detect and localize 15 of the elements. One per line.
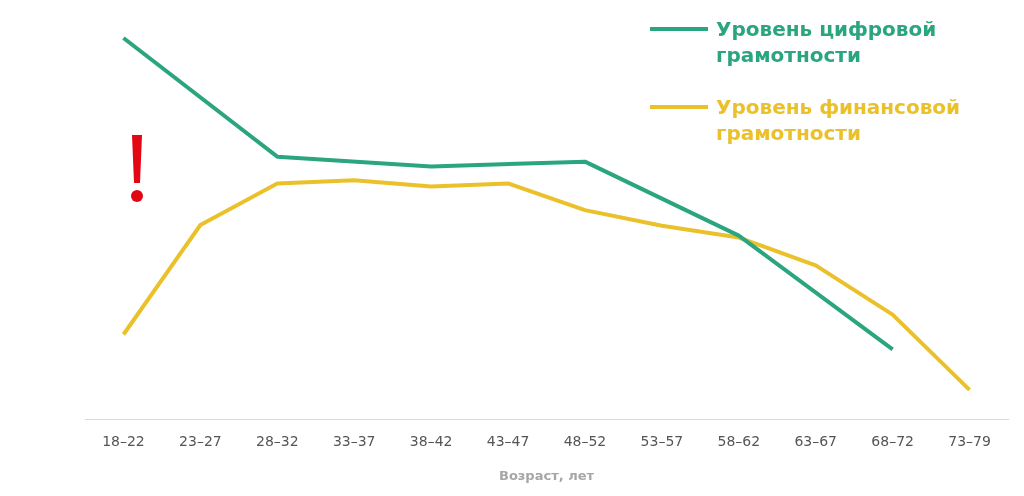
x-axis-title: Возраст, лет (498, 467, 595, 483)
legend-label: Уровень финансовой грамотности (716, 94, 962, 146)
x-tick-label: 73–79 (948, 432, 991, 449)
x-tick-label: 58–62 (717, 432, 761, 449)
x-tick-label: 18–22 (102, 432, 145, 449)
x-tick-label: 33–37 (332, 432, 376, 449)
x-tick-label: 63–67 (794, 432, 838, 449)
legend-label: Уровень цифровой грамотности (716, 16, 938, 68)
x-tick-label: 23–27 (179, 432, 222, 449)
x-tick-label: 28–32 (255, 432, 299, 449)
x-tick-label: 38–42 (409, 432, 453, 449)
x-tick-label: 48–52 (563, 432, 607, 449)
x-tick-label: 53–57 (640, 432, 684, 449)
x-tick-label: 43–47 (486, 432, 530, 449)
x-tick-label: 68–72 (871, 432, 914, 449)
